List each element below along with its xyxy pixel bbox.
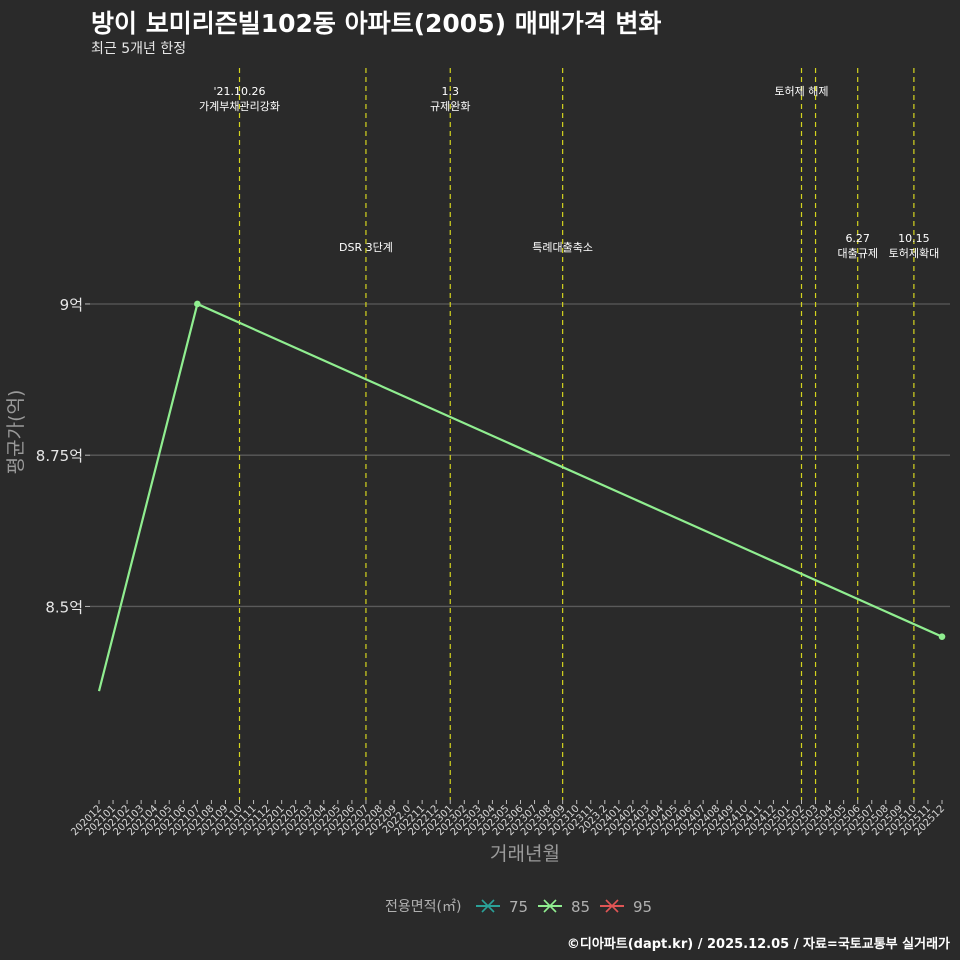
- legend-key-cross: [543, 899, 557, 913]
- event-label: 토허제 해제: [774, 84, 828, 98]
- event-label: 6.27: [845, 232, 870, 245]
- event-label: 1.3: [442, 85, 460, 98]
- legend: 전용면적(㎡) 75 85 95: [385, 898, 652, 916]
- data-point: [194, 300, 201, 308]
- series-line: [97, 302, 943, 692]
- event-label: 10.15: [898, 232, 930, 245]
- event-label: 특례대출축소: [532, 241, 593, 254]
- event-label: '21.10.26: [213, 85, 265, 98]
- y-tick-label: 9억: [60, 296, 83, 314]
- axis-layer: 8.5억8.75억9억20201220210120210220210320210…: [5, 296, 947, 865]
- event-label: 가계부채관리강화: [199, 100, 280, 113]
- y-axis-title: 평균가(억): [5, 390, 27, 475]
- y-tick-label: 8.75억: [36, 447, 83, 465]
- event-label: 토허제확대: [889, 247, 940, 260]
- legend-label: 95: [633, 898, 652, 916]
- data-point: [938, 633, 946, 640]
- legend-key-cross: [605, 899, 619, 913]
- legend-label: 85: [571, 898, 590, 916]
- chart-subtitle: 최근 5개년 한정: [91, 41, 187, 57]
- legend-label: 75: [509, 898, 528, 916]
- source-caption: ©디아파트(dapt.kr) / 2025.12.05 / 자료=국토교통부 실…: [566, 937, 950, 952]
- event-label: 규제완화: [430, 100, 470, 113]
- x-axis-title: 거래년월: [490, 843, 560, 865]
- grid-layer: [90, 303, 950, 608]
- event-label: DSR 3단계: [339, 241, 393, 254]
- event-label: 대출규제: [837, 247, 877, 260]
- chart-title: 방이 보미리즌빌102동 아파트(2005) 매매가격 변화: [91, 9, 662, 38]
- series-layer: [97, 300, 946, 692]
- y-tick-label: 8.5억: [45, 598, 83, 616]
- legend-key-cross: [481, 899, 495, 913]
- legend-title: 전용면적(㎡): [385, 899, 461, 915]
